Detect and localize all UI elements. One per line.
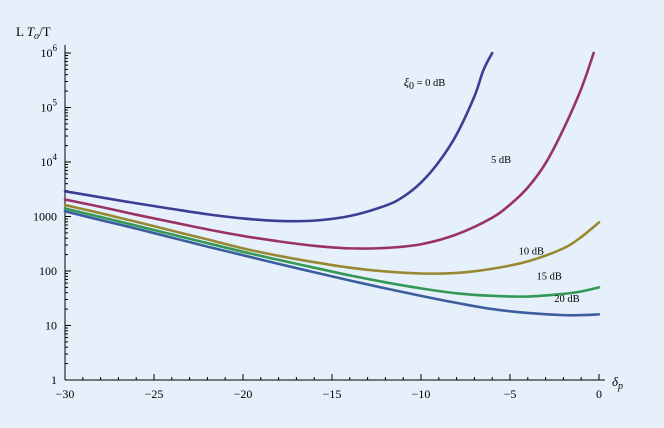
x-axis-title-italic: δ	[612, 374, 619, 389]
series-line-2	[63, 203, 601, 275]
series-label-2: 10 dB	[519, 247, 544, 258]
y-axis-title-suffix: /T	[39, 24, 51, 39]
x-tick-label: 0	[596, 387, 602, 401]
y-axis-title-prefix: L	[16, 24, 27, 39]
x-axis-title-subscript: p	[617, 381, 623, 392]
series-labels: ξ0 = 0 dB 5 dB 10 dB 15 dB 20 dB	[404, 75, 580, 305]
series-label-4: 20 dB	[554, 294, 579, 305]
series-lines	[63, 51, 601, 317]
x-tick-label: −5	[504, 387, 517, 401]
series-line-3	[63, 207, 601, 298]
y-tick-label: 1	[51, 373, 57, 387]
y-axis-title-subscript: o	[34, 31, 39, 42]
series-line-0	[63, 51, 494, 223]
axes	[64, 45, 605, 381]
x-axis-title: δp	[612, 374, 623, 392]
y-tick-label: 104	[41, 152, 58, 169]
x-tick-label: −15	[323, 387, 342, 401]
x-tick-label: −10	[412, 387, 431, 401]
y-tick-label: 100	[39, 264, 57, 278]
series-line-4	[63, 209, 601, 317]
y-tick-label: 10	[45, 319, 57, 333]
x-tick-label: −25	[145, 387, 164, 401]
series-line-1	[63, 51, 595, 250]
series-label-3: 15 dB	[536, 271, 561, 282]
series-label-0: ξ0 = 0 dB	[404, 75, 445, 92]
x-tick-label: −20	[234, 387, 253, 401]
tick-marks: −30 −25 −20 −15 −10 −5 0 1 10 100 1000 104 105 106	[33, 43, 602, 401]
series-label-1: 5 dB	[491, 155, 511, 166]
y-axis-title: L To/T	[16, 24, 51, 42]
y-tick-label: 105	[41, 98, 58, 115]
y-tick-label: 1000	[33, 210, 57, 224]
x-tick-label: −30	[56, 387, 75, 401]
y-axis-title-italic: T	[27, 24, 35, 39]
y-tick-label: 106	[41, 43, 58, 60]
